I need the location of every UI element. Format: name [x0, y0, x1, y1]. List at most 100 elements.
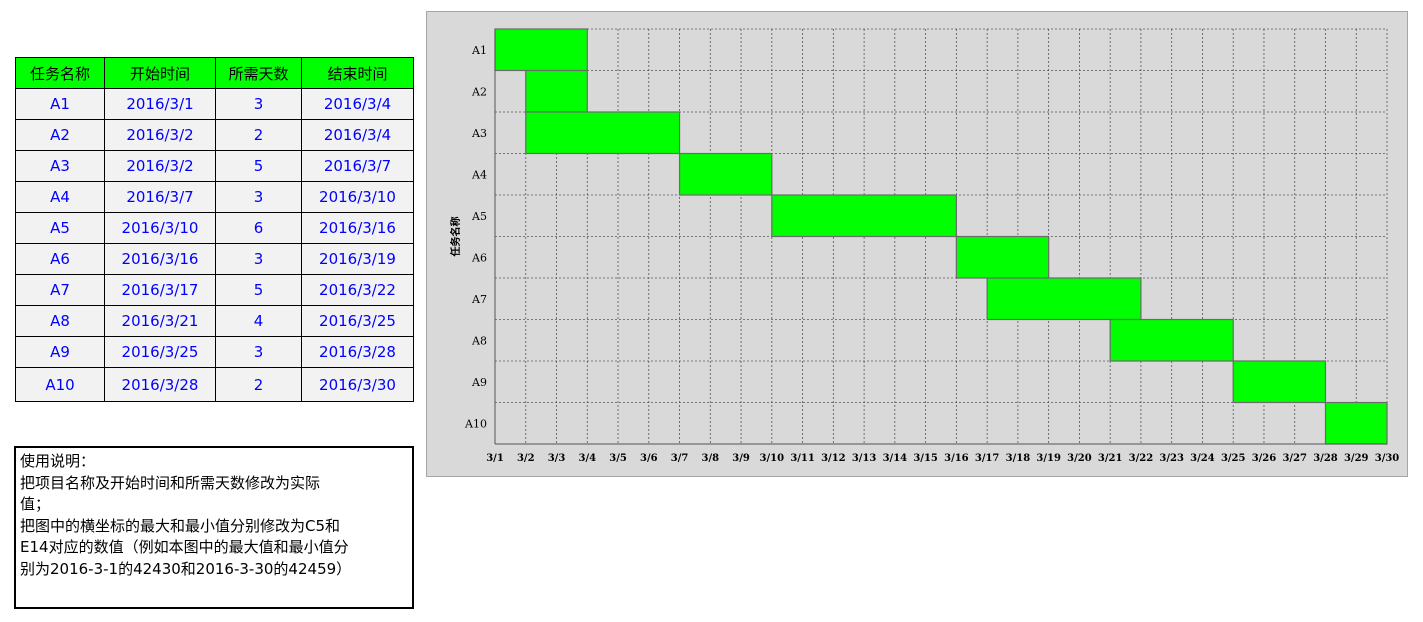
notes-line: 把项目名称及开始时间和所需天数修改为实际 [20, 473, 321, 492]
cell-end-time[interactable]: 2016/3/4 [301, 119, 414, 151]
task-table-body: A1 2016/3/1 3 2016/3/4 A2 2016/3/2 2 2016/3/4 A3… [15, 88, 414, 402]
table-row: A9 2016/3/25 3 2016/3/28 [15, 336, 414, 368]
x-tick-label: 3/11 [790, 453, 815, 464]
cell-end-time[interactable]: 2016/3/16 [301, 212, 414, 244]
cell-days-needed[interactable]: 3 [215, 181, 302, 213]
cell-end-time[interactable]: 2016/3/10 [301, 181, 414, 213]
cell-end-time[interactable]: 2016/3/30 [301, 367, 414, 402]
x-tick-label: 3/8 [702, 453, 720, 464]
x-tick-label: 3/6 [640, 453, 658, 464]
x-tick-label: 3/30 [1375, 453, 1400, 464]
cell-start-time[interactable]: 2016/3/28 [104, 367, 216, 402]
gantt-chart: A1 A2 A3 A4 A5 A6 A7 A8 A9 A10 3/1 3/2 3/3 3/4 3/5 3/6 3… [426, 11, 1408, 477]
gantt-bar-A4 [678, 152, 773, 196]
x-tick-label: 3/1 [486, 453, 504, 464]
cell-end-time[interactable]: 2016/3/28 [301, 336, 414, 368]
x-tick-label: 3/18 [1006, 453, 1031, 464]
category-label: A1 [471, 44, 487, 57]
category-label: A2 [471, 85, 487, 98]
category-label: A8 [471, 334, 487, 347]
notes-line: 把图中的横坐标的最大和最小值分别修改为C5和 [20, 516, 341, 535]
cell-end-time[interactable]: 2016/3/25 [301, 305, 414, 337]
cell-task-name[interactable]: A4 [15, 181, 105, 213]
cell-task-name[interactable]: A1 [15, 88, 105, 120]
category-label: A7 [471, 293, 487, 306]
cell-days-needed[interactable]: 2 [215, 367, 302, 402]
cell-end-time[interactable]: 2016/3/22 [301, 274, 414, 306]
x-tick-label: 3/13 [852, 453, 877, 464]
header-task-name[interactable]: 任务名称 [15, 57, 105, 89]
cell-start-time[interactable]: 2016/3/7 [104, 181, 216, 213]
x-tick-label: 3/21 [1098, 453, 1123, 464]
category-label: A3 [471, 127, 487, 140]
cell-start-time[interactable]: 2016/3/10 [104, 212, 216, 244]
x-tick-label: 3/7 [671, 453, 689, 464]
cell-task-name[interactable]: A8 [15, 305, 105, 337]
cell-start-time[interactable]: 2016/3/16 [104, 243, 216, 275]
cell-days-needed[interactable]: 3 [215, 336, 302, 368]
x-tick-label: 3/26 [1252, 453, 1277, 464]
cell-start-time[interactable]: 2016/3/21 [104, 305, 216, 337]
cell-start-time[interactable]: 2016/3/1 [104, 88, 216, 120]
x-tick-label: 3/16 [944, 453, 969, 464]
gantt-bar-A9 [1232, 360, 1327, 404]
x-tick-label: 3/2 [517, 453, 535, 464]
gantt-bar-A3 [525, 111, 681, 155]
x-tick-label: 3/15 [913, 453, 938, 464]
cell-end-time[interactable]: 2016/3/7 [301, 150, 414, 182]
x-tick-label: 3/5 [609, 453, 627, 464]
cell-task-name[interactable]: A2 [15, 119, 105, 151]
cell-task-name[interactable]: A9 [15, 336, 105, 368]
gantt-bar-A7 [986, 277, 1142, 321]
x-tick-label: 3/29 [1344, 453, 1369, 464]
cell-days-needed[interactable]: 6 [215, 212, 302, 244]
cell-start-time[interactable]: 2016/3/17 [104, 274, 216, 306]
table-header-row: 任务名称 开始时间 所需天数 结束时间 [15, 57, 414, 89]
category-label: A9 [471, 376, 487, 389]
cell-days-needed[interactable]: 3 [215, 88, 302, 120]
cell-end-time[interactable]: 2016/3/4 [301, 88, 414, 120]
x-tick-label: 3/10 [760, 453, 785, 464]
x-tick-label: 3/20 [1067, 453, 1092, 464]
cell-days-needed[interactable]: 4 [215, 305, 302, 337]
cell-task-name[interactable]: A5 [15, 212, 105, 244]
x-tick-label: 3/25 [1221, 453, 1246, 464]
cell-start-time[interactable]: 2016/3/2 [104, 150, 216, 182]
table-row: A1 2016/3/1 3 2016/3/4 [15, 88, 414, 120]
cell-end-time[interactable]: 2016/3/19 [301, 243, 414, 275]
x-tick-label: 3/14 [883, 453, 908, 464]
cell-task-name[interactable]: A6 [15, 243, 105, 275]
header-end-time[interactable]: 结束时间 [301, 57, 414, 89]
cell-days-needed[interactable]: 5 [215, 150, 302, 182]
header-days-needed[interactable]: 所需天数 [215, 57, 302, 89]
cell-days-needed[interactable]: 3 [215, 243, 302, 275]
cell-task-name[interactable]: A10 [15, 367, 105, 402]
x-tick-label: 3/12 [821, 453, 846, 464]
header-start-time[interactable]: 开始时间 [104, 57, 216, 89]
table-row: A6 2016/3/16 3 2016/3/19 [15, 243, 414, 275]
usage-notes[interactable]: 使用说明： 把项目名称及开始时间和所需天数修改为实际 值； 把图中的横坐标的最大和最小… [14, 446, 414, 609]
cell-start-time[interactable]: 2016/3/25 [104, 336, 216, 368]
table-row: A3 2016/3/2 5 2016/3/7 [15, 150, 414, 182]
cell-days-needed[interactable]: 2 [215, 119, 302, 151]
notes-line: 别为2016-3-1的42430和2016-3-30的42459） [20, 559, 352, 578]
x-tick-label: 3/3 [548, 453, 566, 464]
gantt-bar-A1 [494, 28, 588, 72]
x-tick-label: 3/4 [578, 453, 596, 464]
category-label: A5 [471, 210, 487, 223]
gantt-bar-A2 [525, 69, 588, 113]
cell-days-needed[interactable]: 5 [215, 274, 302, 306]
x-tick-label: 3/23 [1159, 453, 1184, 464]
x-tick-label: 3/27 [1282, 453, 1307, 464]
gantt-bar-A8 [1109, 318, 1234, 362]
cell-task-name[interactable]: A3 [15, 150, 105, 182]
x-tick-label: 3/17 [975, 453, 1000, 464]
cell-start-time[interactable]: 2016/3/2 [104, 119, 216, 151]
x-tick-label: 3/22 [1129, 453, 1154, 464]
y-axis-title: 任务名称 [449, 217, 462, 258]
table-row: A4 2016/3/7 3 2016/3/10 [15, 181, 414, 213]
category-label: A6 [471, 251, 487, 264]
x-tick-label: 3/9 [732, 453, 750, 464]
gantt-bar-A10 [1324, 401, 1388, 445]
cell-task-name[interactable]: A7 [15, 274, 105, 306]
